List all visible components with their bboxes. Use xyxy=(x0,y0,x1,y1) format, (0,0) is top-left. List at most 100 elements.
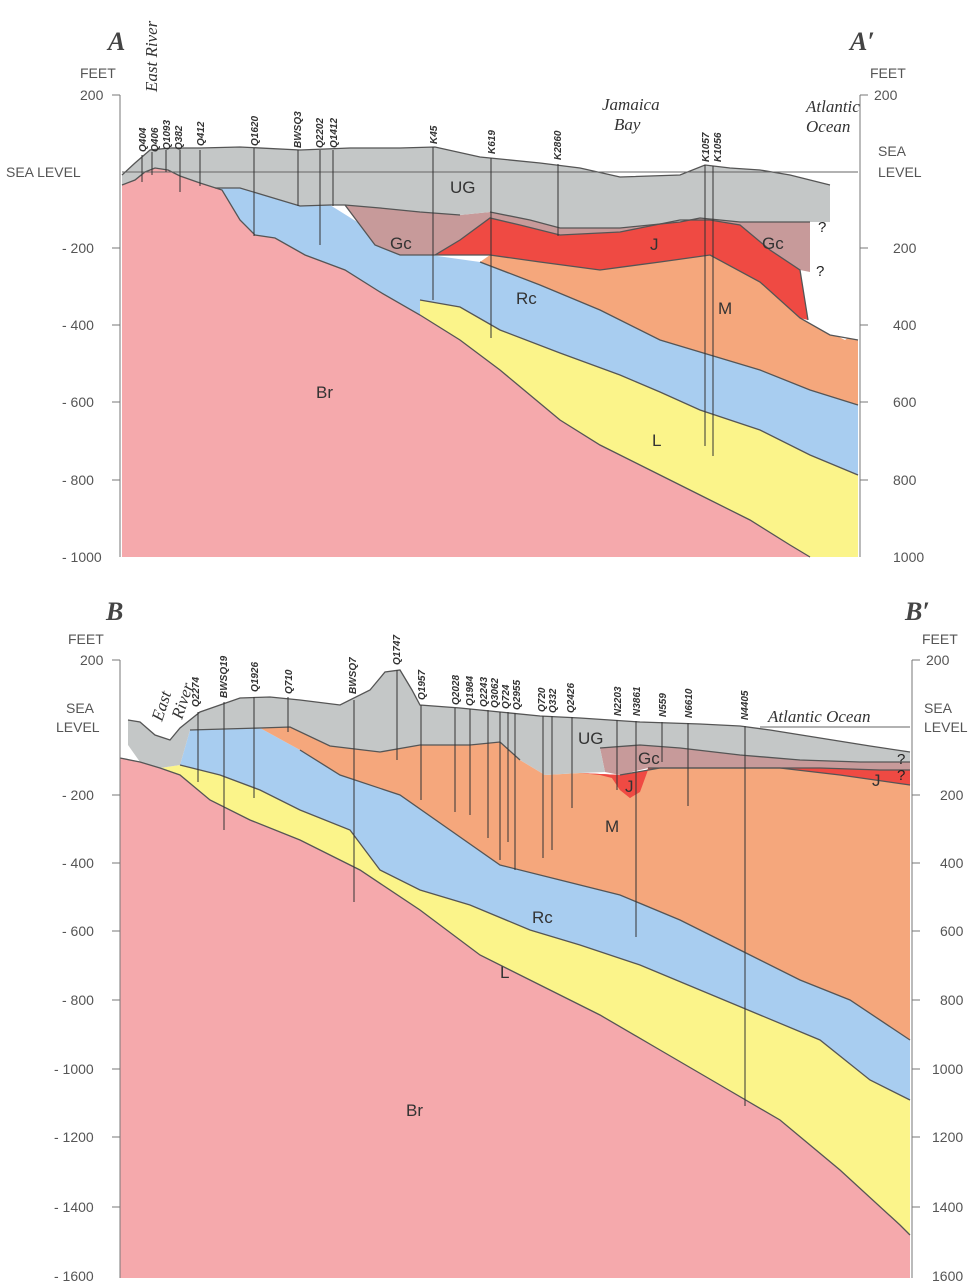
b-label-gc: Gc xyxy=(638,749,660,768)
b-well: N559 xyxy=(658,693,669,717)
b-left-sea-2: LEVEL xyxy=(56,719,100,735)
b-unit-bedrock xyxy=(120,758,910,1278)
b-tick: - 1200 xyxy=(54,1129,94,1145)
b-label-j-2: J xyxy=(872,771,881,790)
a-tick: 1000 xyxy=(893,549,924,565)
b-unit-magothy xyxy=(260,727,910,1040)
b-tick: 1000 xyxy=(932,1061,963,1077)
a-tick: 200 xyxy=(80,87,104,103)
b-query-1: ? xyxy=(897,751,905,768)
a-well: Q1620 xyxy=(250,116,261,146)
a-label-br: Br xyxy=(316,383,333,402)
b-well: Q710 xyxy=(284,669,295,694)
b-right-sea-1: SEA xyxy=(924,700,953,716)
a-label-rc: Rc xyxy=(516,289,537,308)
a-tick: - 400 xyxy=(62,317,94,333)
b-tick: 200 xyxy=(940,787,964,803)
a-tick: - 1000 xyxy=(62,549,102,565)
a-well: Q412 xyxy=(196,121,207,146)
b-atlantic-ocean: Atlantic Ocean xyxy=(767,707,870,726)
a-ug-base xyxy=(215,187,461,216)
b-well: BWSQ7 xyxy=(348,657,359,694)
b-well: Q1957 xyxy=(417,670,428,700)
a-magothy-top xyxy=(344,204,859,341)
a-well: Q1412 xyxy=(329,118,340,148)
a-left-unit: FEET xyxy=(80,65,116,81)
b-start-label: B xyxy=(105,597,123,626)
b-label-rc: Rc xyxy=(532,908,553,927)
b-unit-upper-glacial xyxy=(128,670,910,775)
a-right-unit: FEET xyxy=(870,65,906,81)
a-left-ticks: 200 - 200 - 400 - 600 - 800 - 1000 xyxy=(62,87,104,565)
a-bay: Bay xyxy=(614,115,641,134)
a-tick: 600 xyxy=(893,394,917,410)
b-tick: - 800 xyxy=(62,992,94,1008)
b-left-ticks: 200 - 200 - 400 - 600 - 800 - 1000 - 120… xyxy=(54,652,104,1283)
a-well: K1057 xyxy=(701,132,712,162)
a-well: K2860 xyxy=(553,130,564,160)
b-end-label: B′ xyxy=(904,597,930,626)
a-ocean-gap xyxy=(808,185,858,340)
b-bedrock-surface xyxy=(119,757,911,1236)
a-right-sea-level-1: SEA xyxy=(878,143,907,159)
b-ug-base xyxy=(189,726,521,761)
b-tick: 1600 xyxy=(932,1268,963,1283)
b-well: Q1984 xyxy=(465,676,476,706)
a-label-gc: Gc xyxy=(390,234,412,253)
a-query-1: ? xyxy=(818,219,826,236)
a-tick: 200 xyxy=(874,87,898,103)
b-tick: 1200 xyxy=(932,1129,963,1145)
b-label-j: J xyxy=(625,777,634,796)
a-tick: - 200 xyxy=(62,240,94,256)
b-right-sea-2: LEVEL xyxy=(924,719,968,735)
b-tick: 200 xyxy=(926,652,950,668)
b-jameco-lens xyxy=(580,770,648,798)
b-land-surface xyxy=(127,669,911,753)
a-start-label: A xyxy=(106,27,125,56)
b-tick: 200 xyxy=(80,652,104,668)
b-well: Q1747 xyxy=(392,635,403,665)
a-tick: 200 xyxy=(893,240,917,256)
b-tick: - 200 xyxy=(62,787,94,803)
a-unit-gardiners-clay xyxy=(345,205,810,272)
a-right-sea-level-2: LEVEL xyxy=(878,164,922,180)
b-well: N3861 xyxy=(632,686,643,716)
section-a: A A′ FEET FEET SEA LEVEL SEA LEVEL 200 -… xyxy=(6,20,924,565)
a-well: Q2202 xyxy=(315,118,326,148)
b-tick: - 600 xyxy=(62,923,94,939)
a-tick: 800 xyxy=(893,472,917,488)
a-label-ug: UG xyxy=(450,178,476,197)
b-tick: 1400 xyxy=(932,1199,963,1215)
b-magothy-top xyxy=(619,767,911,786)
a-tick: 400 xyxy=(893,317,917,333)
b-well: Q332 xyxy=(548,688,559,713)
a-end-label: A′ xyxy=(848,27,875,56)
b-label-m: M xyxy=(605,817,619,836)
a-unit-raritan-clay xyxy=(215,188,858,475)
a-ocean: Ocean xyxy=(806,117,850,136)
b-well: N2203 xyxy=(613,686,624,716)
b-tick: - 1400 xyxy=(54,1199,94,1215)
b-well: N6610 xyxy=(684,688,695,718)
b-well: Q2028 xyxy=(451,675,462,705)
a-unit-labels: UG Gc J Gc Rc M Br L ? ? xyxy=(316,178,826,450)
a-well-lines xyxy=(141,147,714,456)
b-well: Q2274 xyxy=(191,677,202,707)
b-right-unit: FEET xyxy=(922,631,958,647)
b-tick: 600 xyxy=(940,923,964,939)
b-well: Q724 xyxy=(501,684,512,709)
b-well-labels: Q2274 BWSQ19 Q1926 Q710 BWSQ7 Q1747 Q195… xyxy=(191,635,751,720)
a-unit-lloyd xyxy=(420,300,858,557)
b-query-2: ? xyxy=(897,767,905,784)
b-unit-jameco xyxy=(520,760,910,798)
section-b: B B′ FEET FEET SEA LEVEL SEA LEVEL 200 -… xyxy=(54,597,968,1283)
b-tick: - 1000 xyxy=(54,1061,94,1077)
a-gc-top xyxy=(489,211,810,229)
b-well: Q3062 xyxy=(490,678,501,708)
a-right-ticks: 200 200 400 600 800 1000 xyxy=(874,87,924,565)
a-jamaica: Jamaica xyxy=(602,95,660,114)
b-label-ug: UG xyxy=(578,729,604,748)
b-left-unit: FEET xyxy=(68,631,104,647)
b-gc-top xyxy=(599,744,910,763)
b-well: BWSQ19 xyxy=(219,655,230,698)
